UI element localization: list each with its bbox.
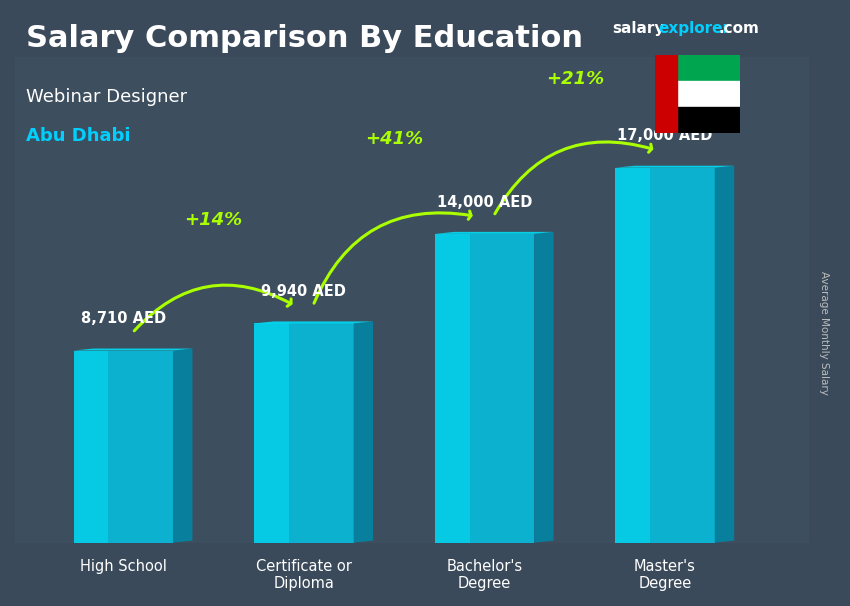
FancyBboxPatch shape [15, 58, 809, 542]
FancyBboxPatch shape [74, 350, 109, 542]
Text: 14,000 AED: 14,000 AED [437, 195, 532, 210]
Text: 17,000 AED: 17,000 AED [617, 128, 713, 144]
Bar [654, 81, 740, 107]
Text: +21%: +21% [546, 70, 604, 88]
FancyBboxPatch shape [615, 168, 715, 542]
FancyBboxPatch shape [615, 168, 650, 542]
Polygon shape [435, 232, 553, 234]
Text: explorer: explorer [659, 21, 731, 36]
Polygon shape [715, 165, 734, 542]
Bar [654, 55, 677, 133]
Text: Salary Comparison By Education: Salary Comparison By Education [26, 24, 582, 53]
Bar [654, 55, 740, 81]
Polygon shape [254, 321, 373, 324]
Text: 8,710 AED: 8,710 AED [81, 311, 166, 326]
Text: Abu Dhabi: Abu Dhabi [26, 127, 130, 145]
Text: Webinar Designer: Webinar Designer [26, 88, 187, 106]
FancyBboxPatch shape [254, 324, 289, 542]
Text: 9,940 AED: 9,940 AED [262, 284, 346, 299]
FancyBboxPatch shape [435, 234, 469, 542]
Bar [654, 107, 740, 133]
Text: .com: .com [718, 21, 759, 36]
Polygon shape [534, 232, 553, 542]
Polygon shape [615, 165, 734, 168]
FancyBboxPatch shape [254, 324, 354, 542]
Text: +41%: +41% [366, 130, 423, 148]
FancyBboxPatch shape [435, 234, 534, 542]
Text: Average Monthly Salary: Average Monthly Salary [819, 271, 829, 395]
Polygon shape [354, 321, 373, 542]
Polygon shape [173, 348, 192, 542]
Polygon shape [74, 348, 192, 350]
Text: salary: salary [612, 21, 665, 36]
FancyBboxPatch shape [74, 350, 173, 542]
Text: +14%: +14% [184, 211, 243, 230]
